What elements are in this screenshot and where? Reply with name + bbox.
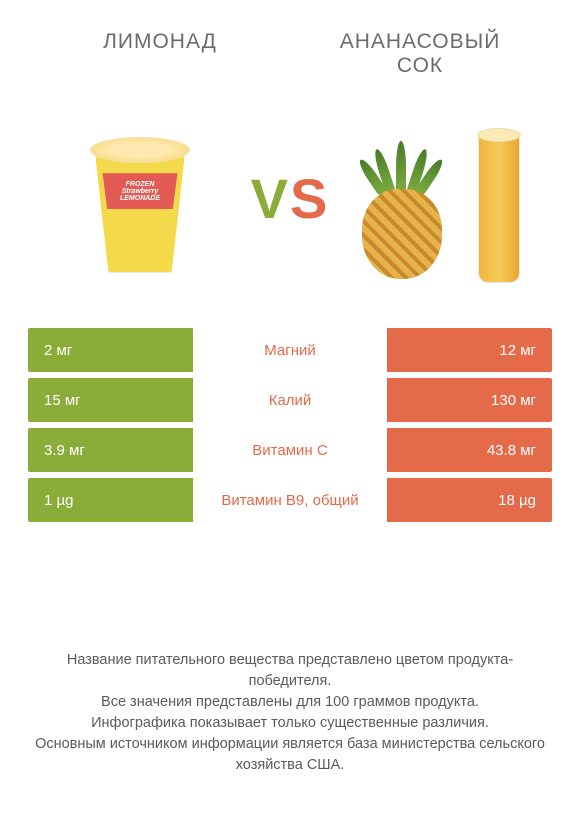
footer-notes: Название питательного вещества представл… (0, 650, 580, 776)
vs-badge: VS (251, 166, 330, 231)
cell-nutrient-name: Витамин C (193, 428, 387, 472)
table-row: 2 мгМагний12 мг (28, 328, 552, 372)
table-row: 1 µgВитамин B9, общий18 µg (28, 478, 552, 522)
footer-line-1: Название питательного вещества представл… (34, 650, 546, 692)
lemonade-image: FROZEN Strawberry LEMONADE (50, 108, 230, 288)
titles-row: ЛИМОНАД АНАНАСОВЫЙ СОК (0, 0, 580, 88)
juice-glass-icon (478, 133, 520, 283)
cell-left-value: 2 мг (28, 328, 193, 372)
footer-line-2: Все значения представлены для 100 граммо… (34, 692, 546, 713)
cell-left-value: 15 мг (28, 378, 193, 422)
cup-label: FROZEN Strawberry LEMONADE (120, 181, 160, 202)
cell-right-value: 43.8 мг (387, 428, 552, 472)
images-row: FROZEN Strawberry LEMONADE VS (0, 88, 580, 318)
cell-nutrient-name: Калий (193, 378, 387, 422)
vs-letter-v: V (251, 166, 290, 231)
vs-letter-s: S (290, 166, 329, 231)
cell-nutrient-name: Магний (193, 328, 387, 372)
table-row: 15 мгКалий130 мг (28, 378, 552, 422)
cell-left-value: 3.9 мг (28, 428, 193, 472)
cell-right-value: 18 µg (387, 478, 552, 522)
title-right-line1: АНАНАСОВЫЙ (300, 30, 540, 54)
footer-line-4: Основным источником информации является … (34, 734, 546, 776)
cell-right-value: 130 мг (387, 378, 552, 422)
comparison-table: 2 мгМагний12 мг 15 мгКалий130 мг 3.9 мгВит… (28, 328, 552, 522)
pineapple-juice-image (350, 108, 530, 288)
footer-line-3: Инфографика показывает только существенн… (34, 713, 546, 734)
pineapple-leaves-icon (374, 139, 430, 193)
cell-left-value: 1 µg (28, 478, 193, 522)
pineapple-body-icon (362, 189, 442, 279)
title-right: АНАНАСОВЫЙ СОК (300, 30, 540, 78)
title-left: ЛИМОНАД (40, 30, 280, 78)
cell-right-value: 12 мг (387, 328, 552, 372)
cell-nutrient-name: Витамин B9, общий (193, 478, 387, 522)
title-right-line2: СОК (300, 54, 540, 78)
table-row: 3.9 мгВитамин C43.8 мг (28, 428, 552, 472)
